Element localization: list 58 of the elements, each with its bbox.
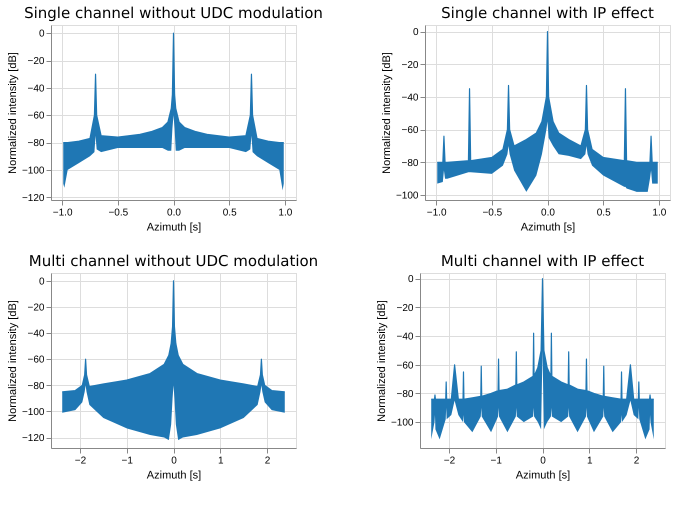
x-tick-label: 1	[218, 456, 224, 466]
chart-title: Multi channel without UDC modulation	[28, 252, 318, 270]
x-tick-label: 0	[540, 456, 546, 466]
y-tick-label: −40	[396, 332, 414, 343]
x-axis-title: Azimuth [s]	[146, 222, 202, 234]
y-tick-label: 0	[408, 274, 414, 286]
y-tick-label: −60	[396, 360, 414, 372]
y-axis-title: Normalized intensity [dB]	[6, 52, 19, 174]
y-tick-label: −60	[28, 110, 45, 122]
y-axis-title: Normalized intensity [dB]	[376, 300, 388, 422]
y-tick-label: −40	[28, 83, 45, 94]
x-tick-label: 0.5	[596, 208, 612, 218]
y-tick-label: 0	[412, 27, 419, 38]
chart-title: Multi channel with IP effect	[440, 252, 644, 270]
y-axis-title: Normalized intensity [dB]	[380, 52, 393, 174]
y-tick-label: −80	[396, 388, 414, 400]
x-tick-label: −1.0	[52, 208, 73, 218]
y-tick-label: −20	[402, 60, 419, 71]
y-tick-label: −100	[22, 406, 45, 418]
y-tick-label: −100	[390, 418, 414, 429]
y-tick-label: 0	[38, 28, 45, 40]
y-tick-label: −80	[28, 138, 45, 150]
y-tick-label: −20	[28, 56, 45, 68]
x-axis-title: Azimuth [s]	[146, 470, 202, 482]
y-tick-label: −80	[28, 380, 45, 392]
x-tick-label: −0.5	[108, 208, 129, 218]
x-tick-label: 0.0	[167, 208, 182, 218]
x-tick-label: 0.0	[541, 208, 556, 218]
y-tick-label: −40	[402, 92, 419, 104]
x-tick-label: −1	[490, 456, 502, 466]
y-tick-label: −20	[396, 302, 414, 314]
x-tick-label: −2	[444, 456, 456, 466]
x-tick-label: 1	[586, 456, 593, 466]
y-tick-label: −80	[402, 158, 419, 169]
y-tick-label: −20	[28, 302, 45, 314]
x-tick-label: −0.5	[482, 208, 503, 218]
y-tick-label: −60	[402, 125, 419, 136]
x-tick-label: −1	[122, 456, 134, 466]
x-tick-label: 0.5	[222, 208, 238, 218]
y-tick-label: −100	[396, 190, 419, 202]
y-tick-label: −100	[22, 165, 45, 176]
x-axis-title: Azimuth [s]	[520, 222, 576, 234]
y-tick-label: −60	[28, 354, 45, 366]
x-tick-label: 1.0	[278, 208, 293, 218]
y-tick-label: −40	[28, 328, 45, 340]
chart-title: Single channel with IP effect	[441, 4, 654, 22]
y-tick-label: −120	[22, 192, 45, 204]
x-tick-label: 2	[634, 456, 640, 466]
x-tick-label: −2	[74, 456, 87, 466]
chart-title: Single channel without UDC modulation	[24, 4, 323, 22]
x-axis-title: Azimuth [s]	[516, 470, 570, 482]
y-tick-label: 0	[38, 276, 45, 288]
x-tick-label: 2	[264, 456, 271, 466]
x-tick-label: 0	[171, 456, 178, 466]
y-axis-title: Normalized intensity [dB]	[6, 300, 19, 422]
x-tick-label: −1.0	[426, 208, 447, 218]
y-tick-label: −120	[22, 433, 45, 444]
x-tick-label: 1.0	[652, 208, 667, 218]
